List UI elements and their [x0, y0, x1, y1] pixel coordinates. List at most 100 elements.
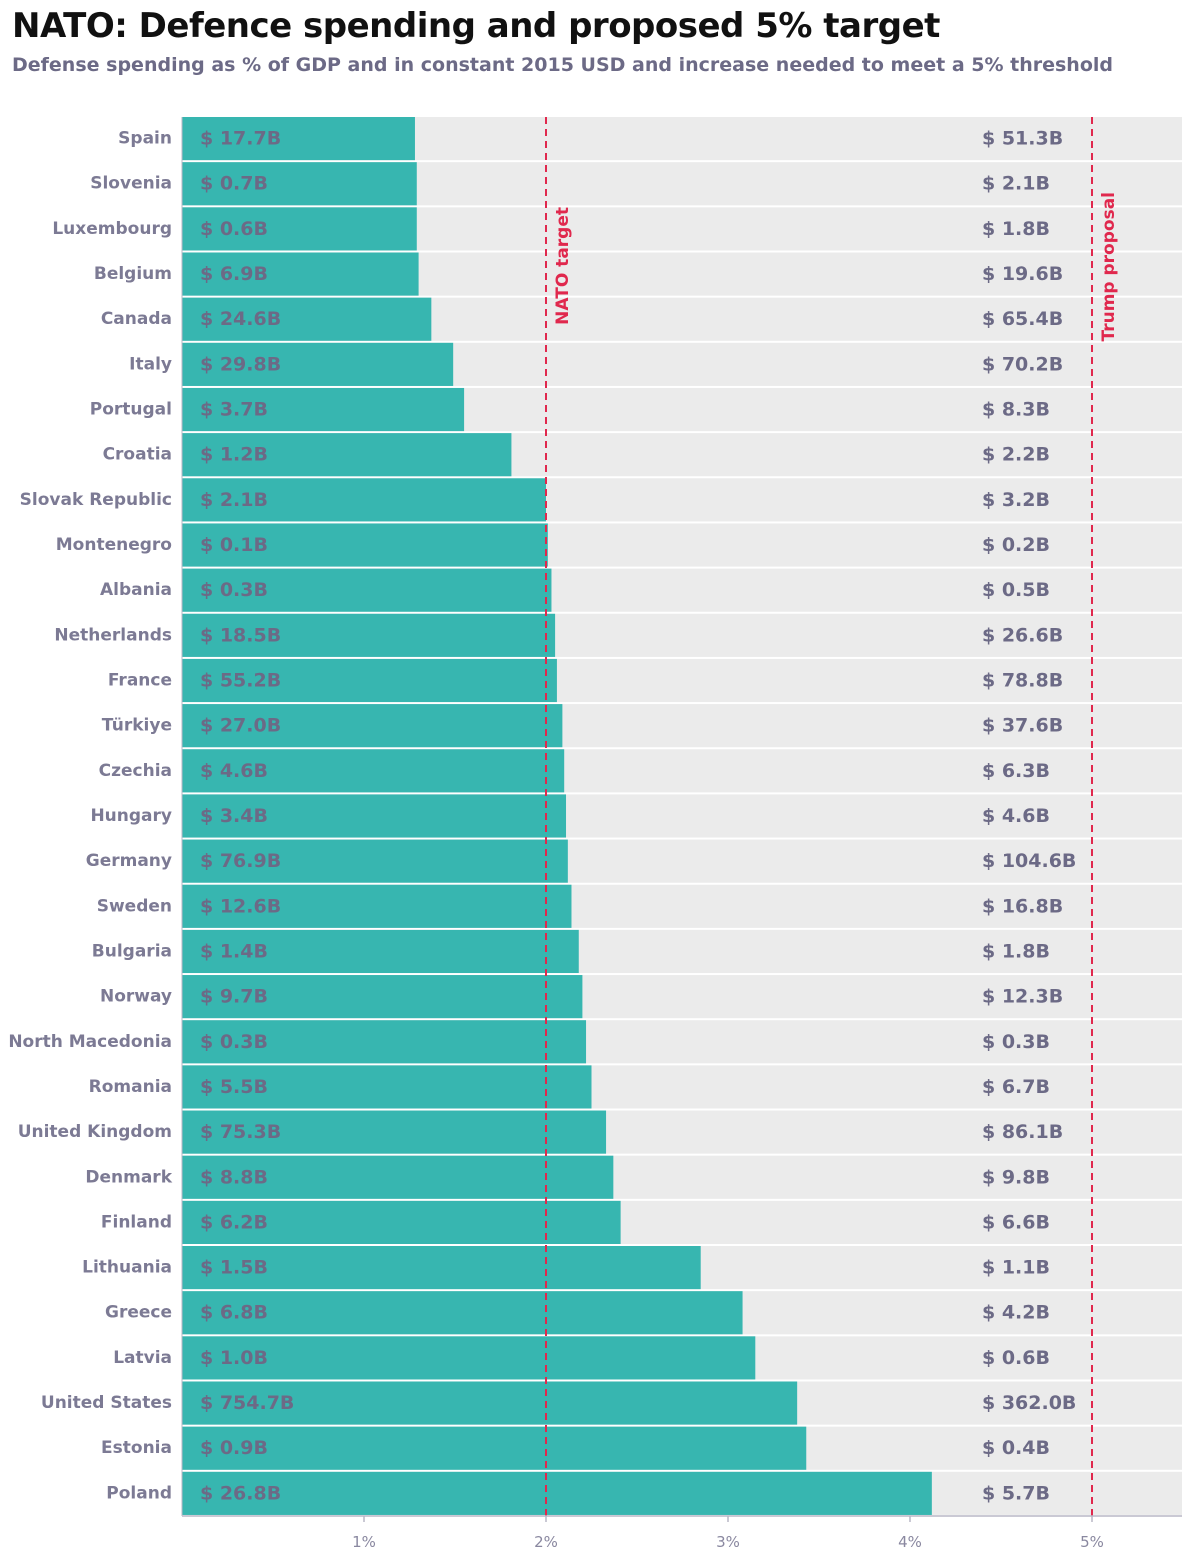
increase-label: $ 37.6B — [982, 715, 1063, 737]
country-label: Germany — [86, 851, 172, 871]
increase-label: $ 26.6B — [982, 624, 1063, 646]
country-label: Estonia — [101, 1438, 172, 1458]
increase-label: $ 19.6B — [982, 263, 1063, 285]
bar — [182, 613, 556, 657]
spending-label: $ 4.6B — [200, 760, 268, 782]
bar — [182, 162, 417, 206]
increase-label: $ 2.2B — [982, 444, 1050, 466]
spending-label: $ 6.8B — [200, 1302, 268, 1324]
bar — [182, 1426, 807, 1470]
spending-label: $ 76.9B — [200, 850, 281, 872]
country-label: United States — [41, 1393, 172, 1413]
bar — [182, 1200, 621, 1244]
country-label: Croatia — [103, 445, 172, 465]
increase-label: $ 70.2B — [982, 353, 1063, 375]
country-label: Romania — [89, 1077, 172, 1097]
bar — [182, 1381, 798, 1425]
increase-label: $ 0.3B — [982, 1031, 1050, 1053]
reference-line-label: NATO target — [553, 207, 573, 325]
bar — [182, 704, 563, 748]
country-label: Montenegro — [56, 535, 172, 555]
bar — [182, 523, 548, 567]
spending-label: $ 26.8B — [200, 1482, 281, 1504]
bar — [182, 1291, 743, 1335]
bar — [182, 1065, 592, 1109]
spending-label: $ 6.9B — [200, 263, 268, 285]
spending-label: $ 2.1B — [200, 489, 268, 511]
increase-label: $ 8.3B — [982, 399, 1050, 421]
increase-label: $ 65.4B — [982, 308, 1063, 330]
bar — [182, 478, 546, 522]
increase-label: $ 362.0B — [982, 1392, 1076, 1414]
spending-label: $ 3.4B — [200, 805, 268, 827]
x-axis-tick-label: 2% — [534, 1533, 558, 1551]
country-label: Sweden — [97, 896, 172, 916]
spending-label: $ 0.6B — [200, 218, 268, 240]
country-label: Türkiye — [102, 716, 172, 736]
bar — [182, 975, 583, 1019]
spending-label: $ 17.7B — [200, 128, 281, 150]
spending-label: $ 24.6B — [200, 308, 281, 330]
country-label: Portugal — [90, 400, 172, 420]
chart-subtitle: Defense spending as % of GDP and in cons… — [12, 54, 1113, 76]
increase-label: $ 6.7B — [982, 1076, 1050, 1098]
increase-label: $ 1.8B — [982, 940, 1050, 962]
spending-label: $ 0.1B — [200, 534, 268, 556]
x-axis-tick-label: 4% — [898, 1533, 922, 1551]
spending-label: $ 75.3B — [200, 1121, 281, 1143]
spending-label: $ 1.2B — [200, 444, 268, 466]
spending-label: $ 1.4B — [200, 940, 268, 962]
country-label: Albania — [100, 580, 172, 600]
spending-label: $ 0.7B — [200, 173, 268, 195]
bar — [182, 1471, 932, 1515]
country-label: Slovenia — [90, 174, 172, 194]
country-label: Canada — [101, 309, 172, 329]
increase-label: $ 0.2B — [982, 534, 1050, 556]
increase-label: $ 16.8B — [982, 895, 1063, 917]
spending-label: $ 1.0B — [200, 1347, 268, 1369]
bar — [182, 1155, 614, 1199]
bar — [182, 433, 512, 477]
spending-label: $ 55.2B — [200, 670, 281, 692]
increase-label: $ 86.1B — [982, 1121, 1063, 1143]
increase-label: $ 1.1B — [982, 1257, 1050, 1279]
spending-label: $ 8.8B — [200, 1166, 268, 1188]
bar — [182, 749, 565, 793]
bar — [182, 1336, 756, 1380]
country-label: Belgium — [94, 264, 172, 284]
spending-label: $ 12.6B — [200, 895, 281, 917]
country-label: Luxembourg — [52, 219, 172, 239]
country-label: Latvia — [113, 1348, 172, 1368]
bar — [182, 929, 579, 974]
spending-label: $ 0.9B — [200, 1437, 268, 1459]
reference-line-label: Trump proposal — [1099, 192, 1119, 342]
spending-label: $ 9.7B — [200, 986, 268, 1008]
country-label: Slovak Republic — [20, 490, 172, 510]
x-axis-tick-label: 3% — [716, 1533, 740, 1551]
increase-label: $ 51.3B — [982, 128, 1063, 150]
bar — [182, 1020, 587, 1064]
country-label: Bulgaria — [92, 941, 172, 961]
bar — [182, 252, 419, 296]
bar — [182, 342, 454, 386]
country-label: Spain — [118, 129, 172, 149]
bar — [182, 1246, 701, 1290]
bar — [182, 658, 557, 703]
increase-label: $ 2.1B — [982, 173, 1050, 195]
increase-label: $ 6.6B — [982, 1211, 1050, 1233]
bar — [182, 794, 567, 838]
increase-label: $ 4.6B — [982, 805, 1050, 827]
bar — [182, 117, 415, 161]
spending-label: $ 3.7B — [200, 399, 268, 421]
bar — [182, 207, 417, 251]
country-label: United Kingdom — [18, 1122, 172, 1142]
spending-label: $ 0.3B — [200, 579, 268, 601]
country-label: Italy — [129, 354, 172, 374]
increase-label: $ 0.5B — [982, 579, 1050, 601]
bar — [182, 387, 465, 432]
spending-label: $ 754.7B — [200, 1392, 294, 1414]
increase-label: $ 3.2B — [982, 489, 1050, 511]
bar — [182, 1110, 607, 1154]
bar — [182, 884, 572, 928]
